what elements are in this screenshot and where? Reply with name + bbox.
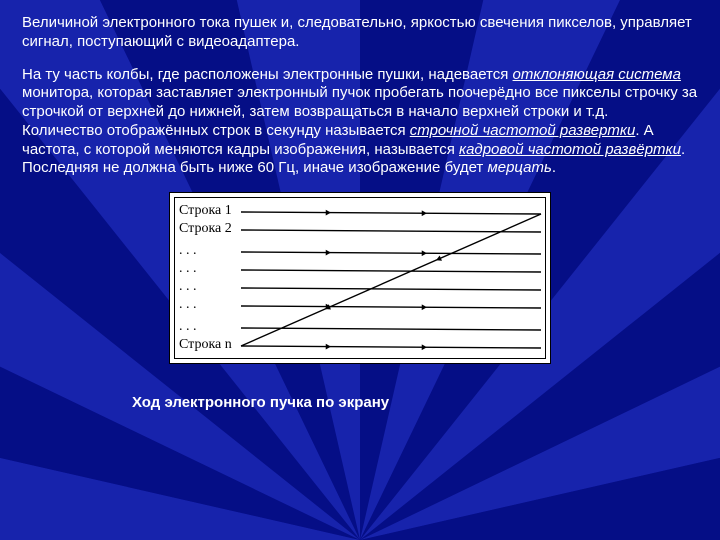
paragraph-2: На ту часть колбы, где расположены элект… <box>22 66 698 179</box>
p2-part-a: На ту часть колбы, где расположены элект… <box>22 66 513 83</box>
scan-lines-svg <box>175 198 545 358</box>
scan-diagram: Строка 1 Строка 2 . . . . . . . . . . . … <box>174 197 546 359</box>
figure-frame: Строка 1 Строка 2 . . . . . . . . . . . … <box>169 192 551 364</box>
p3-part-a: Количество отображённых строк в секунду … <box>22 122 410 139</box>
figure-wrapper: Строка 1 Строка 2 . . . . . . . . . . . … <box>22 192 698 413</box>
p2-part-b: монитора, которая заставляет электронный… <box>22 84 697 120</box>
paragraph-1: Величиной электронного тока пушек и, сле… <box>22 14 698 52</box>
term-line-frequency: строчной частотой развертки <box>410 122 636 139</box>
figure-caption: Ход электронного пучка по экрану <box>22 394 698 413</box>
slide-content: Величиной электронного тока пушек и, сле… <box>0 0 720 413</box>
p3-part-d: . <box>552 159 556 176</box>
term-deflection-system: отклоняющая система <box>513 66 681 83</box>
term-flicker: мерцать <box>487 159 551 176</box>
term-frame-frequency: кадровой частотой развёртки <box>459 141 681 158</box>
